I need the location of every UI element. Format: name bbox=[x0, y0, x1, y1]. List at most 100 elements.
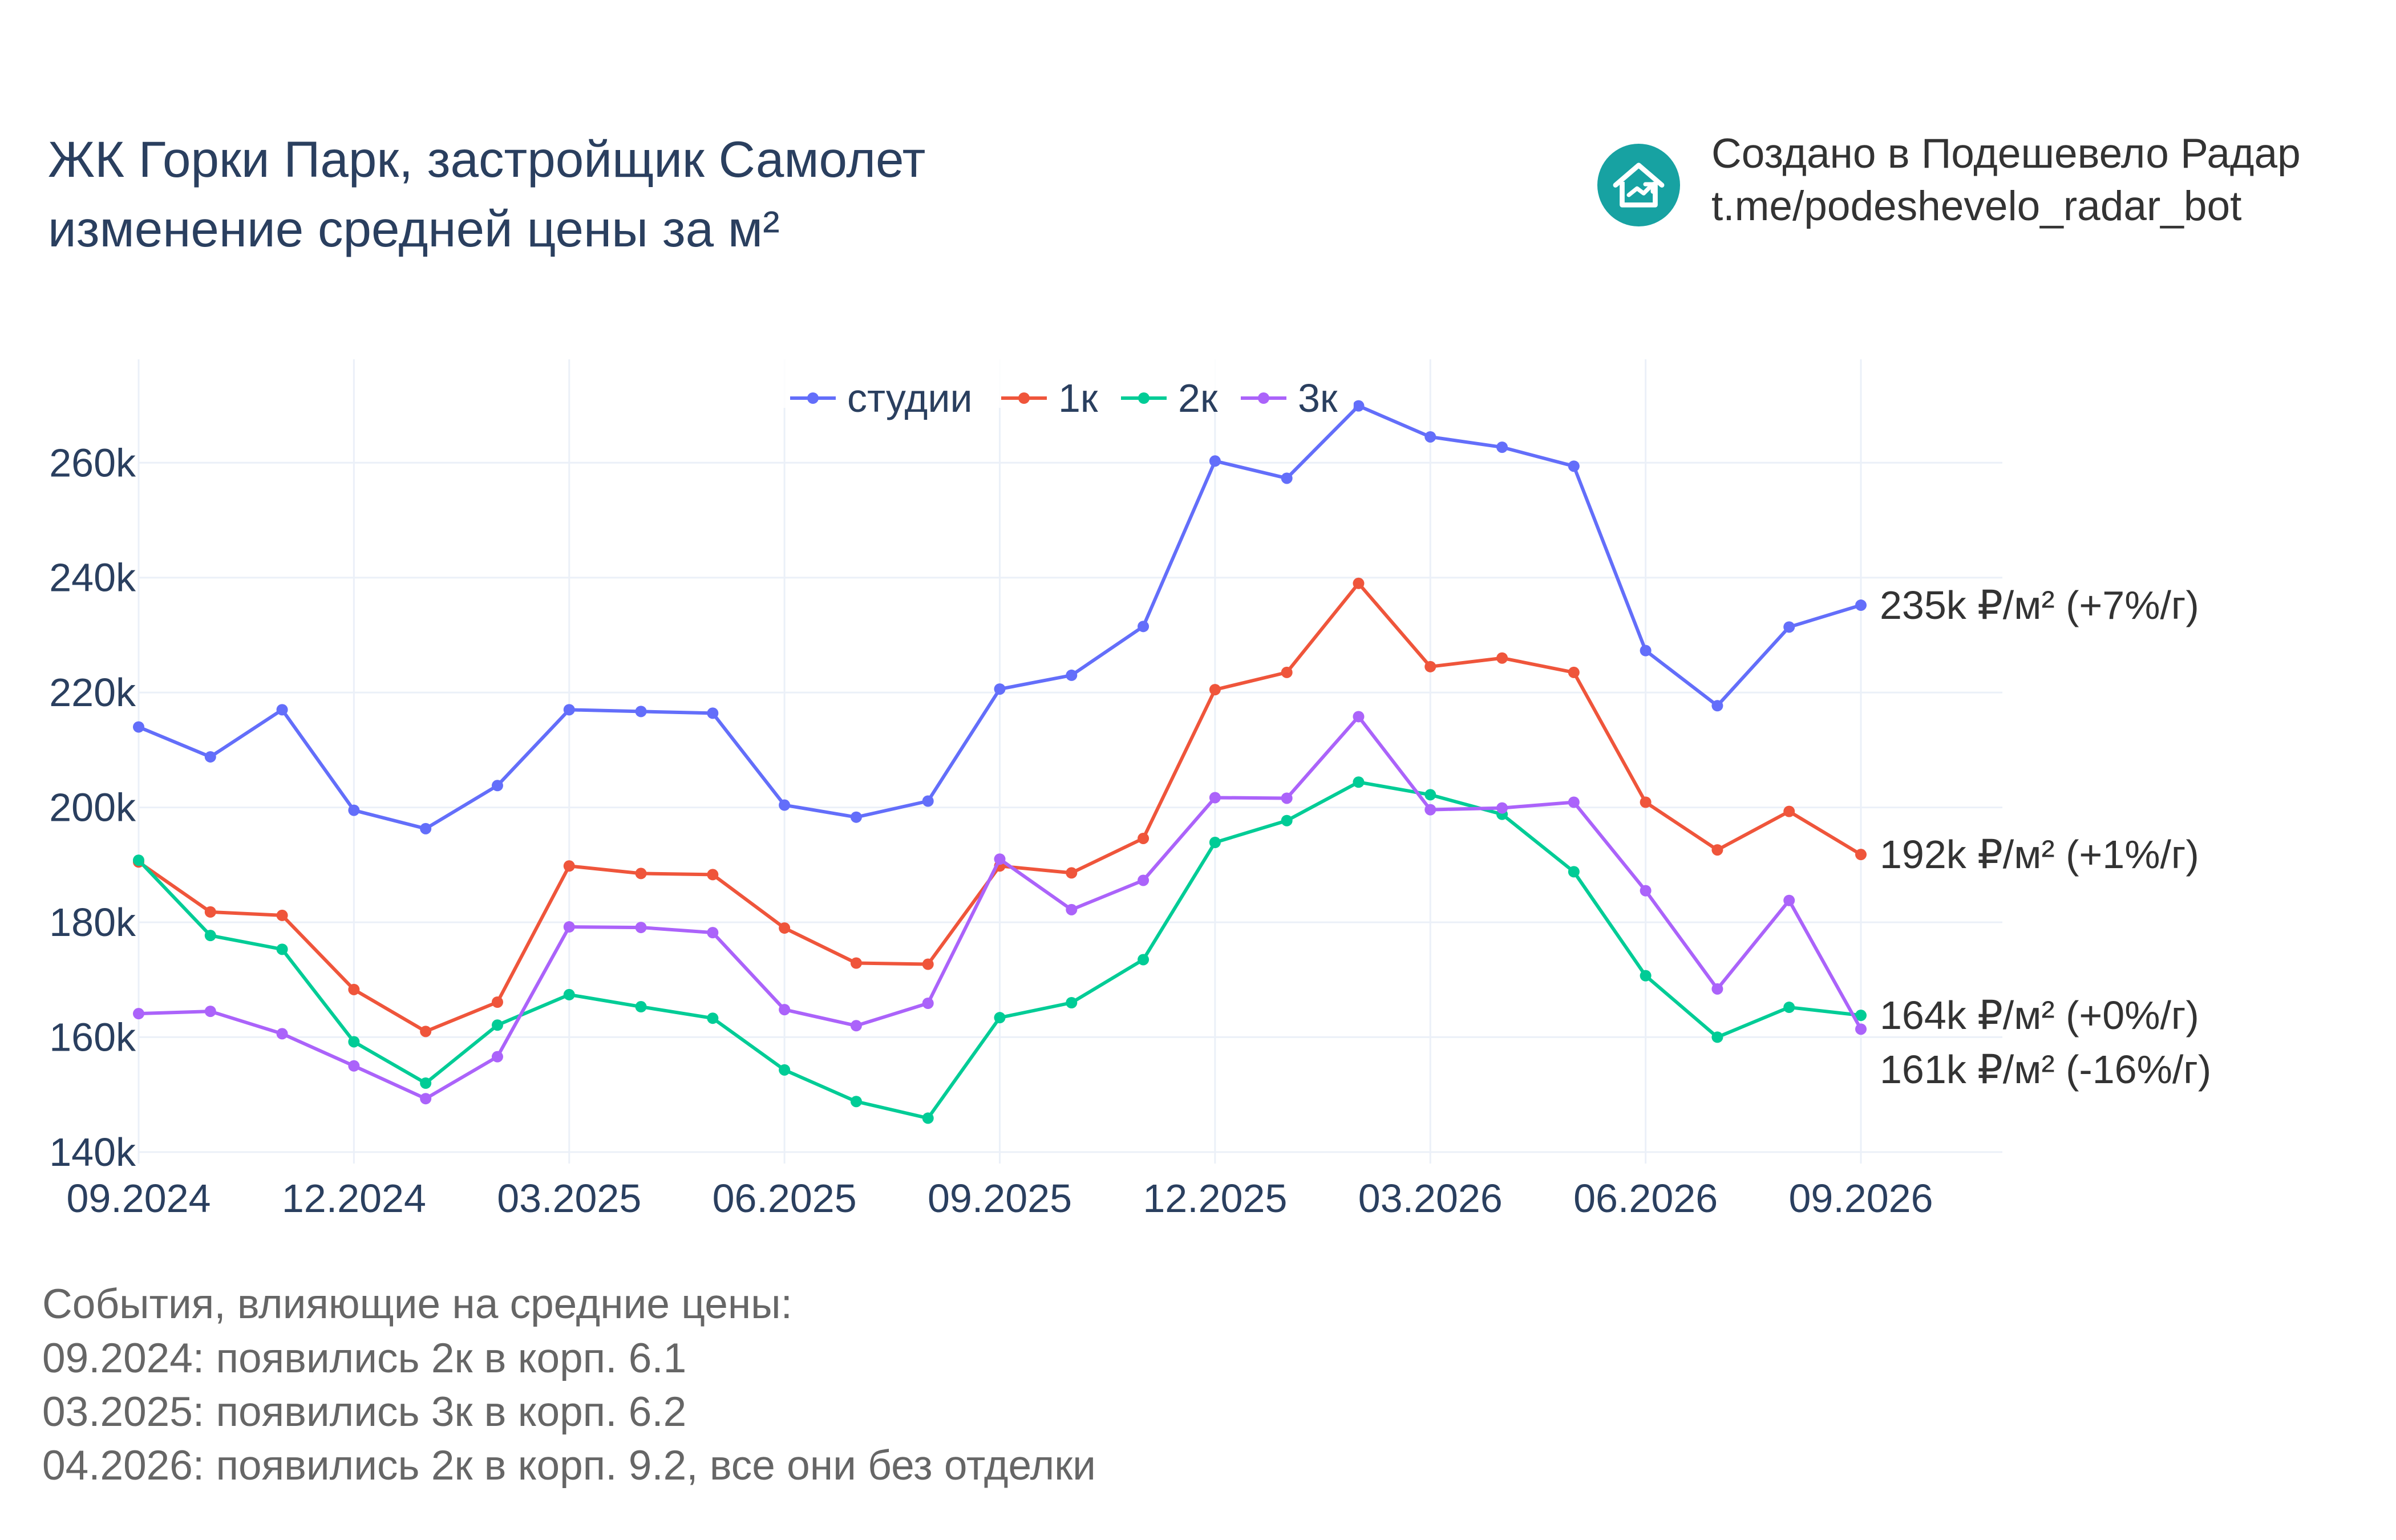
data-point bbox=[1066, 867, 1078, 879]
data-point bbox=[204, 930, 216, 942]
house-arrow-icon bbox=[1597, 144, 1680, 226]
data-point bbox=[1855, 849, 1867, 861]
chart-title-line1: ЖК Горки Парк, застройщик Самолет bbox=[48, 131, 926, 188]
data-point bbox=[1209, 792, 1221, 804]
legend-label: студии bbox=[847, 376, 973, 420]
data-point bbox=[1568, 796, 1580, 808]
data-point bbox=[1855, 1010, 1867, 1022]
event-item: 04.2026: появились 2к в корп. 9.2, все о… bbox=[42, 1442, 1096, 1489]
data-point bbox=[348, 1036, 360, 1048]
x-axis-ticks: 09.2024 12.2024 03.2025 06.2025 09.2025 12.20… bbox=[66, 1176, 1933, 1221]
chart-series bbox=[133, 400, 1867, 1124]
data-point bbox=[1424, 804, 1436, 816]
data-point bbox=[850, 1020, 862, 1032]
legend-label: 3к bbox=[1298, 376, 1338, 420]
event-item: 03.2025: появились 3к в корп. 6.2 bbox=[42, 1389, 687, 1435]
data-point bbox=[563, 988, 575, 1000]
data-point bbox=[1640, 885, 1652, 897]
data-point bbox=[1711, 844, 1723, 856]
data-point bbox=[1783, 805, 1795, 817]
y-tick-label: 200k bbox=[49, 785, 136, 830]
data-point bbox=[1640, 970, 1652, 982]
data-point bbox=[348, 983, 360, 995]
y-tick-label: 160k bbox=[49, 1015, 136, 1059]
data-point bbox=[420, 822, 432, 834]
data-point bbox=[563, 704, 575, 716]
data-point bbox=[850, 811, 862, 823]
data-point bbox=[276, 704, 288, 716]
data-point bbox=[420, 1026, 432, 1038]
data-point bbox=[1424, 660, 1436, 672]
data-point bbox=[491, 1019, 503, 1031]
x-tick-label: 03.2025 bbox=[497, 1176, 641, 1221]
data-point bbox=[922, 998, 934, 1010]
data-point bbox=[1855, 1023, 1867, 1035]
data-point bbox=[276, 909, 288, 921]
x-tick-label: 09.2025 bbox=[928, 1176, 1072, 1221]
data-point bbox=[491, 780, 503, 792]
data-point bbox=[1209, 455, 1221, 467]
data-point bbox=[491, 1051, 503, 1063]
data-point bbox=[1281, 666, 1293, 678]
data-point bbox=[850, 1096, 862, 1108]
data-point bbox=[1138, 832, 1150, 844]
data-point bbox=[1281, 792, 1293, 804]
data-point bbox=[707, 707, 719, 719]
data-point bbox=[1783, 894, 1795, 906]
data-point bbox=[563, 860, 575, 872]
data-point bbox=[994, 853, 1006, 865]
data-point bbox=[1353, 577, 1365, 589]
data-point bbox=[1066, 669, 1078, 681]
data-point bbox=[348, 804, 360, 816]
data-point bbox=[1138, 954, 1150, 966]
data-point bbox=[922, 958, 934, 970]
data-point bbox=[1496, 802, 1508, 814]
data-point bbox=[635, 868, 647, 880]
data-point bbox=[1209, 684, 1221, 696]
end-label: 164k ₽/м² (+0%/г) bbox=[1880, 993, 2199, 1038]
data-point bbox=[420, 1093, 432, 1105]
data-point bbox=[1783, 1002, 1795, 1014]
data-point bbox=[204, 751, 216, 763]
data-point bbox=[204, 1006, 216, 1018]
credit-link[interactable]: t.me/podeshevelo_radar_bot bbox=[1711, 183, 2242, 229]
events-heading: События, влияющие на средние цены: bbox=[42, 1281, 792, 1327]
data-point bbox=[1138, 621, 1150, 633]
data-point bbox=[707, 869, 719, 881]
data-point bbox=[1353, 776, 1365, 788]
data-point bbox=[420, 1077, 432, 1089]
y-tick-label: 240k bbox=[49, 556, 136, 600]
credit-line1: Создано в Подешевело Радар bbox=[1711, 131, 2301, 177]
data-point bbox=[779, 922, 791, 934]
data-point bbox=[1711, 1031, 1723, 1043]
end-label: 161k ₽/м² (-16%/г) bbox=[1880, 1047, 2211, 1092]
data-point bbox=[1568, 460, 1580, 472]
data-point bbox=[707, 1012, 719, 1024]
y-axis-ticks: 140k 160k 180k 200k 220k 240k 260k bbox=[49, 440, 136, 1174]
data-point bbox=[133, 854, 144, 866]
x-tick-label: 06.2026 bbox=[1573, 1176, 1718, 1221]
data-point bbox=[1568, 866, 1580, 878]
data-point bbox=[133, 721, 144, 733]
y-tick-label: 260k bbox=[49, 440, 136, 485]
data-point bbox=[922, 1112, 934, 1124]
data-point bbox=[1496, 652, 1508, 664]
x-tick-label: 06.2025 bbox=[713, 1176, 857, 1221]
data-point bbox=[1066, 903, 1078, 915]
data-point bbox=[1281, 814, 1293, 826]
data-point bbox=[922, 795, 934, 807]
chart-grid bbox=[137, 359, 2002, 1164]
data-point bbox=[204, 906, 216, 918]
data-point bbox=[1138, 874, 1150, 886]
legend-swatch-marker bbox=[1018, 392, 1030, 404]
data-point bbox=[1209, 837, 1221, 849]
legend-swatch-marker bbox=[807, 392, 819, 404]
data-point bbox=[1568, 666, 1580, 678]
data-point bbox=[1783, 621, 1795, 633]
data-point bbox=[635, 1001, 647, 1013]
data-point bbox=[779, 1004, 791, 1016]
data-point bbox=[1640, 645, 1652, 656]
data-point bbox=[276, 943, 288, 955]
legend-swatch-marker bbox=[1258, 392, 1269, 404]
data-point bbox=[563, 921, 575, 933]
